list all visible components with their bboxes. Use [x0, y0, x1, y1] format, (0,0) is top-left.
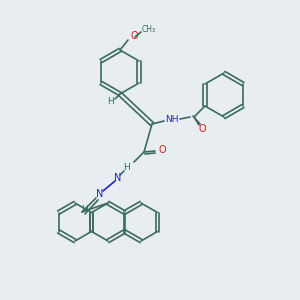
- Text: H: H: [106, 98, 113, 106]
- Text: NH: NH: [165, 115, 179, 124]
- Text: H: H: [123, 164, 129, 172]
- Text: O: O: [158, 145, 166, 155]
- Text: O: O: [130, 31, 138, 41]
- Text: O: O: [198, 124, 206, 134]
- Text: CH₃: CH₃: [142, 26, 156, 34]
- Text: H: H: [81, 205, 87, 214]
- Text: N: N: [114, 173, 122, 183]
- Text: N: N: [96, 189, 104, 199]
